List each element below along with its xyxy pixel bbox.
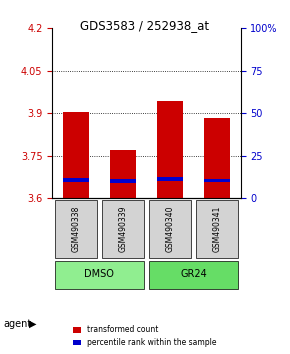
Legend: transformed count, percentile rank within the sample: transformed count, percentile rank withi… bbox=[70, 322, 220, 350]
FancyBboxPatch shape bbox=[102, 200, 144, 258]
Text: GSM490338: GSM490338 bbox=[71, 206, 80, 252]
FancyBboxPatch shape bbox=[55, 261, 144, 289]
FancyBboxPatch shape bbox=[55, 200, 97, 258]
Bar bbox=[157, 101, 183, 199]
Text: GSM490341: GSM490341 bbox=[213, 206, 222, 252]
Bar bbox=[204, 179, 230, 182]
Text: ▶: ▶ bbox=[29, 319, 37, 329]
Text: GSM490339: GSM490339 bbox=[118, 206, 127, 252]
Text: agent: agent bbox=[3, 319, 31, 329]
FancyBboxPatch shape bbox=[149, 200, 191, 258]
Bar bbox=[110, 179, 136, 183]
Bar bbox=[204, 118, 230, 199]
FancyBboxPatch shape bbox=[149, 261, 238, 289]
Bar bbox=[110, 150, 136, 199]
Bar bbox=[63, 178, 89, 182]
Text: GDS3583 / 252938_at: GDS3583 / 252938_at bbox=[80, 19, 210, 33]
FancyBboxPatch shape bbox=[196, 200, 238, 258]
Text: GR24: GR24 bbox=[180, 269, 207, 279]
Text: GSM490340: GSM490340 bbox=[166, 206, 175, 252]
Bar bbox=[63, 112, 89, 199]
Text: DMSO: DMSO bbox=[84, 269, 114, 279]
Bar bbox=[157, 177, 183, 181]
